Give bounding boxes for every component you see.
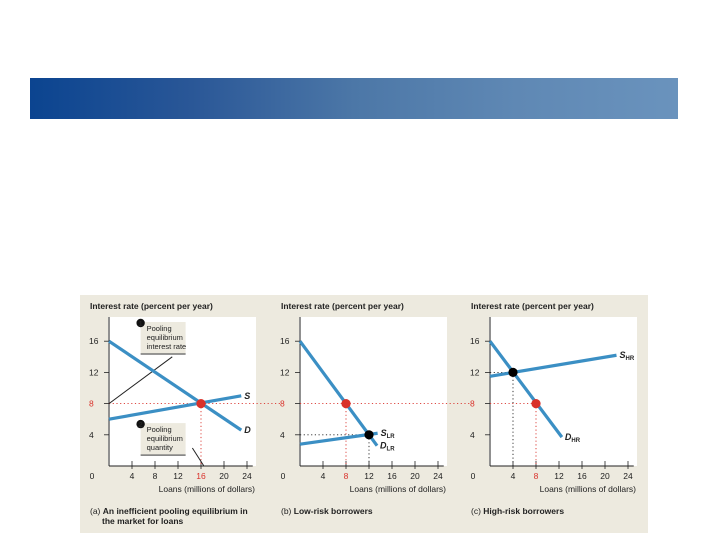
y-tick-label: 16 [280,336,290,346]
y-tick-label: 4 [470,430,475,440]
callout-text-line: equilibrium [147,434,183,443]
y-tick-label: 16 [470,336,480,346]
x-tick-label: 12 [173,471,183,481]
x-tick-label: 20 [410,471,420,481]
y-tick-label: 12 [89,367,99,377]
x-tick-label: 8 [534,471,539,481]
x-tick-label: 0 [471,471,476,481]
x-tick-label: 24 [433,471,443,481]
callout-leader-rate [108,356,173,405]
curve-s [108,394,242,421]
x-tick-label: 24 [623,471,633,481]
panel-caption: (a) An inefficient pooling equilibrium i… [90,506,248,516]
y-tick-label: 8 [280,399,285,409]
panel-caption: (b) Low-risk borrowers [281,506,373,516]
x-axis-title: Loans (millions of dollars) [540,484,637,494]
title-band [30,78,678,119]
panel-caption: (c) High-risk borrowers [471,506,564,516]
curve-label-subscript: HR [571,438,580,444]
callout-text-line: equilibrium [147,333,183,342]
plot-area [489,317,637,466]
curve-d [108,339,243,432]
x-tick-label: 4 [321,471,326,481]
x-tick-label: 4 [511,471,516,481]
x-tick-label: 16 [577,471,587,481]
y-tick-label: 16 [89,336,99,346]
panel-caption-text: An inefficient pooling equilibrium in [103,506,248,516]
equilibrium-point-pooling [531,399,541,409]
y-tick-label: 4 [89,430,94,440]
callout-leader-quantity [191,447,205,467]
x-axis-title: Loans (millions of dollars) [159,484,256,494]
callout-text-line: Pooling [147,425,172,434]
x-tick-label: 4 [130,471,135,481]
callout-box [140,423,186,456]
panel-caption-text: Low-risk borrowers [294,506,373,516]
x-axis-title: Loans (millions of dollars) [350,484,447,494]
callout-text-line: Pooling [147,324,172,333]
callout-text-line: quantity [147,443,174,452]
curve-label-subscript: LR [387,447,396,453]
curve-label-d: D [244,425,251,435]
curve-label-s: S [244,391,250,401]
curve-label-subscript: LR [387,434,396,440]
callout-number: 1 [139,319,143,328]
chart-panel-c: Interest rate (percent per year) 4 8 12 16 0 4… [470,301,637,516]
x-tick-label: 20 [219,471,229,481]
x-tick-label: 16 [196,471,206,481]
x-tick-label: 12 [554,471,564,481]
panel-caption-text: High-risk borrowers [483,506,564,516]
equilibrium-point-separate [364,430,374,440]
y-axis-title: Interest rate (percent per year) [471,301,594,311]
curve-d-hr [488,340,564,439]
y-axis-title: Interest rate (percent per year) [90,301,213,311]
x-tick-label: 24 [242,471,252,481]
y-tick-label: 8 [89,399,94,409]
y-tick-label: 8 [470,399,475,409]
curve-d-lr [298,340,379,447]
x-tick-label: 0 [281,471,286,481]
callout-number-badge [136,318,145,328]
x-tick-label: 8 [153,471,158,481]
x-tick-label: 12 [364,471,374,481]
callout-box [140,322,186,354]
curve-label-subscript: HR [626,356,635,362]
y-tick-label: 12 [470,367,480,377]
chart-panel-b: Interest rate (percent per year) 4 8 12 16 0 4… [280,301,447,516]
plot-area [299,317,447,466]
x-tick-label: 0 [90,471,95,481]
equilibrium-point-separate [508,367,518,377]
callout-number: 2 [139,420,143,429]
x-tick-label: 8 [344,471,349,481]
callout-number-badge [136,419,145,429]
x-tick-label: 20 [600,471,610,481]
y-tick-label: 4 [280,430,285,440]
y-tick-label: 12 [280,367,290,377]
x-tick-label: 16 [387,471,397,481]
panel-caption-line2: the market for loans [102,516,184,526]
y-axis-title: Interest rate (percent per year) [281,301,404,311]
callout-text-line: interest rate [147,342,187,351]
figure-panel: Interest rate (percent per year) 4 8 12 16 0 4… [80,295,648,533]
